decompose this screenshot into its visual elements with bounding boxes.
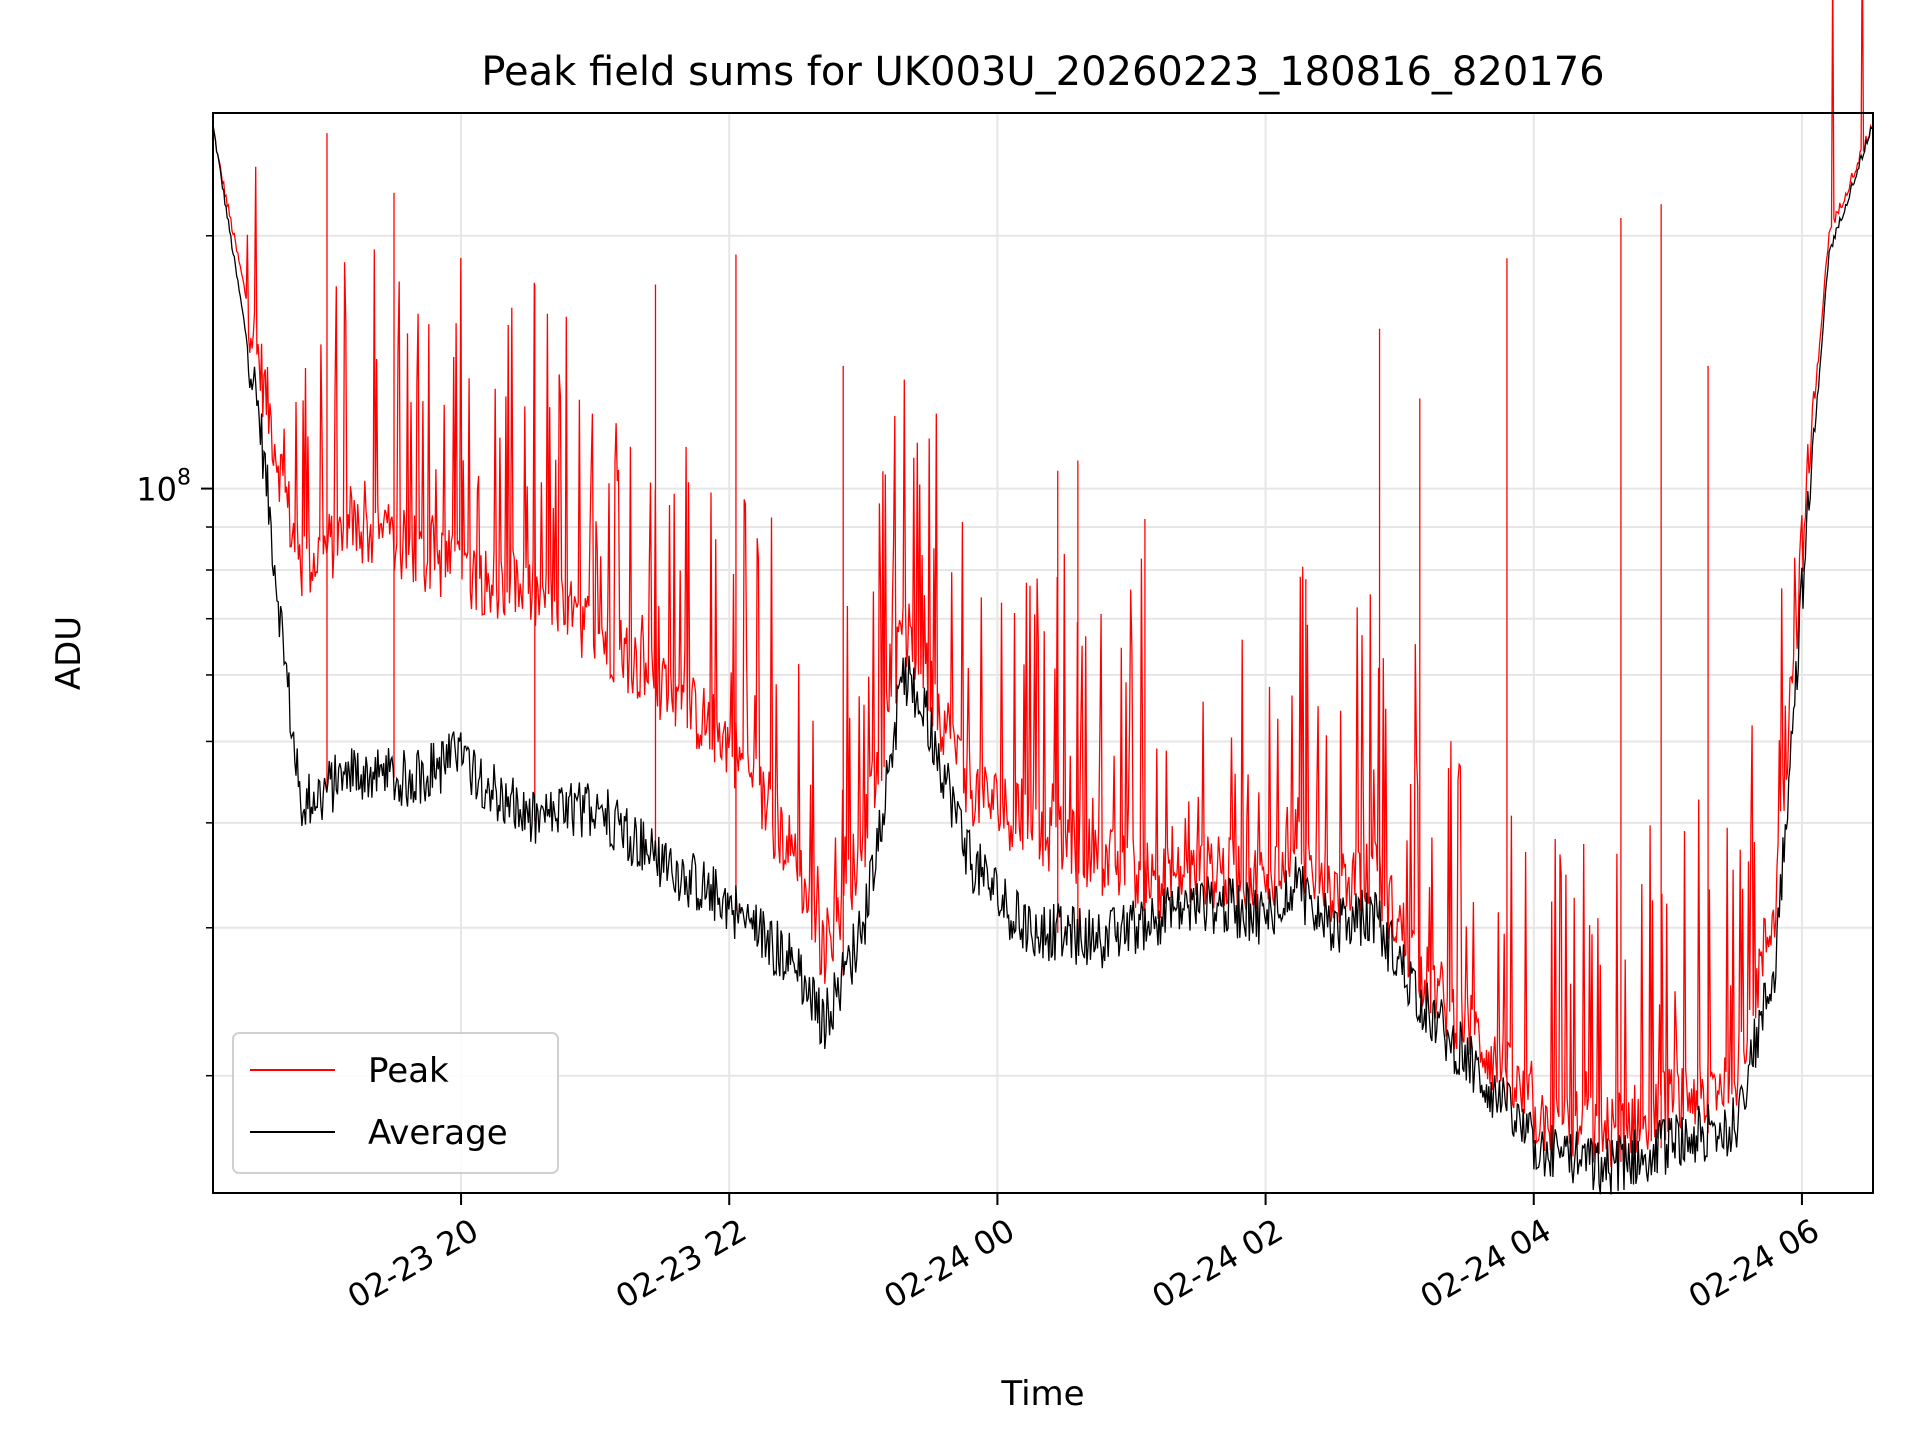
y-tick-label: 108 bbox=[136, 466, 191, 509]
y-tick-label-base: 10 bbox=[136, 471, 177, 509]
series-layer bbox=[212, 0, 1874, 1195]
y-axis-label: ADU bbox=[49, 616, 89, 690]
legend-peak-label: Peak bbox=[368, 1051, 449, 1091]
series-average-line bbox=[212, 124, 1874, 1195]
legend: Peak Average bbox=[232, 1032, 559, 1174]
series-peak-line bbox=[212, 0, 1874, 1167]
legend-average-label: Average bbox=[368, 1113, 508, 1153]
plot-frame bbox=[212, 112, 1874, 1194]
chart-title: Peak field sums for UK003U_20260223_1808… bbox=[481, 49, 1604, 95]
legend-box bbox=[232, 1032, 559, 1174]
grid bbox=[213, 113, 1873, 1193]
x-axis-label: Time bbox=[1000, 1374, 1084, 1414]
y-tick-label-exponent: 8 bbox=[177, 466, 191, 491]
y-axis-ticks: 108 bbox=[136, 234, 213, 1077]
